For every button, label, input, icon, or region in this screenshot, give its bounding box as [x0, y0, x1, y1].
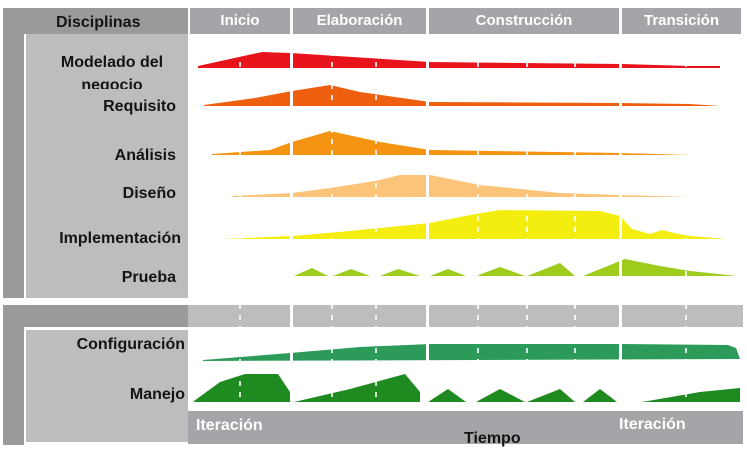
upper-top-frame-bar — [24, 8, 188, 34]
phase-header-inicio: Inicio — [190, 8, 290, 34]
time-axis-bar — [188, 411, 743, 444]
management-humps — [194, 374, 740, 402]
test-humps — [294, 259, 737, 276]
label-business-modeling-line1: Modelado del negocio — [48, 51, 176, 93]
analysis-hump — [212, 131, 690, 155]
upper-left-frame-bar — [3, 8, 24, 298]
disciplines-title: Disciplinas — [56, 14, 141, 31]
management-label: Manejo — [129, 386, 185, 403]
lower-left-frame-bar — [3, 305, 24, 445]
implementation-label: Implementación — [59, 230, 181, 247]
business-modeling-label: Modelado del negocio — [60, 54, 164, 89]
requirements-hump — [204, 85, 720, 106]
time-axis-label: Tiempo — [464, 430, 521, 447]
phase-separators — [290, 40, 622, 410]
upper-label-panel — [26, 34, 188, 298]
lower-top-frame-bar — [24, 305, 188, 327]
design-label: Diseño — [122, 185, 176, 202]
test-label: Prueba — [121, 269, 176, 286]
separator-bar — [188, 305, 743, 327]
configuration-hump — [203, 344, 740, 361]
lower-label-panel — [26, 330, 188, 442]
phase-header-construccion: Construcción — [429, 8, 619, 34]
design-hump — [232, 175, 690, 197]
phase-header-elaboracion: Elaboración — [293, 8, 426, 34]
implementation-hump — [222, 210, 726, 239]
iteration-label-left: Iteración — [196, 417, 263, 434]
phase-header-transicion: Transición — [622, 8, 741, 34]
requirements-label: Requisito — [103, 98, 176, 115]
configuration-label: Configuración — [76, 336, 185, 353]
business-modeling-hump — [198, 52, 720, 68]
iteration-label-right: Iteración — [619, 416, 686, 433]
analysis-label: Análisis — [114, 147, 176, 164]
